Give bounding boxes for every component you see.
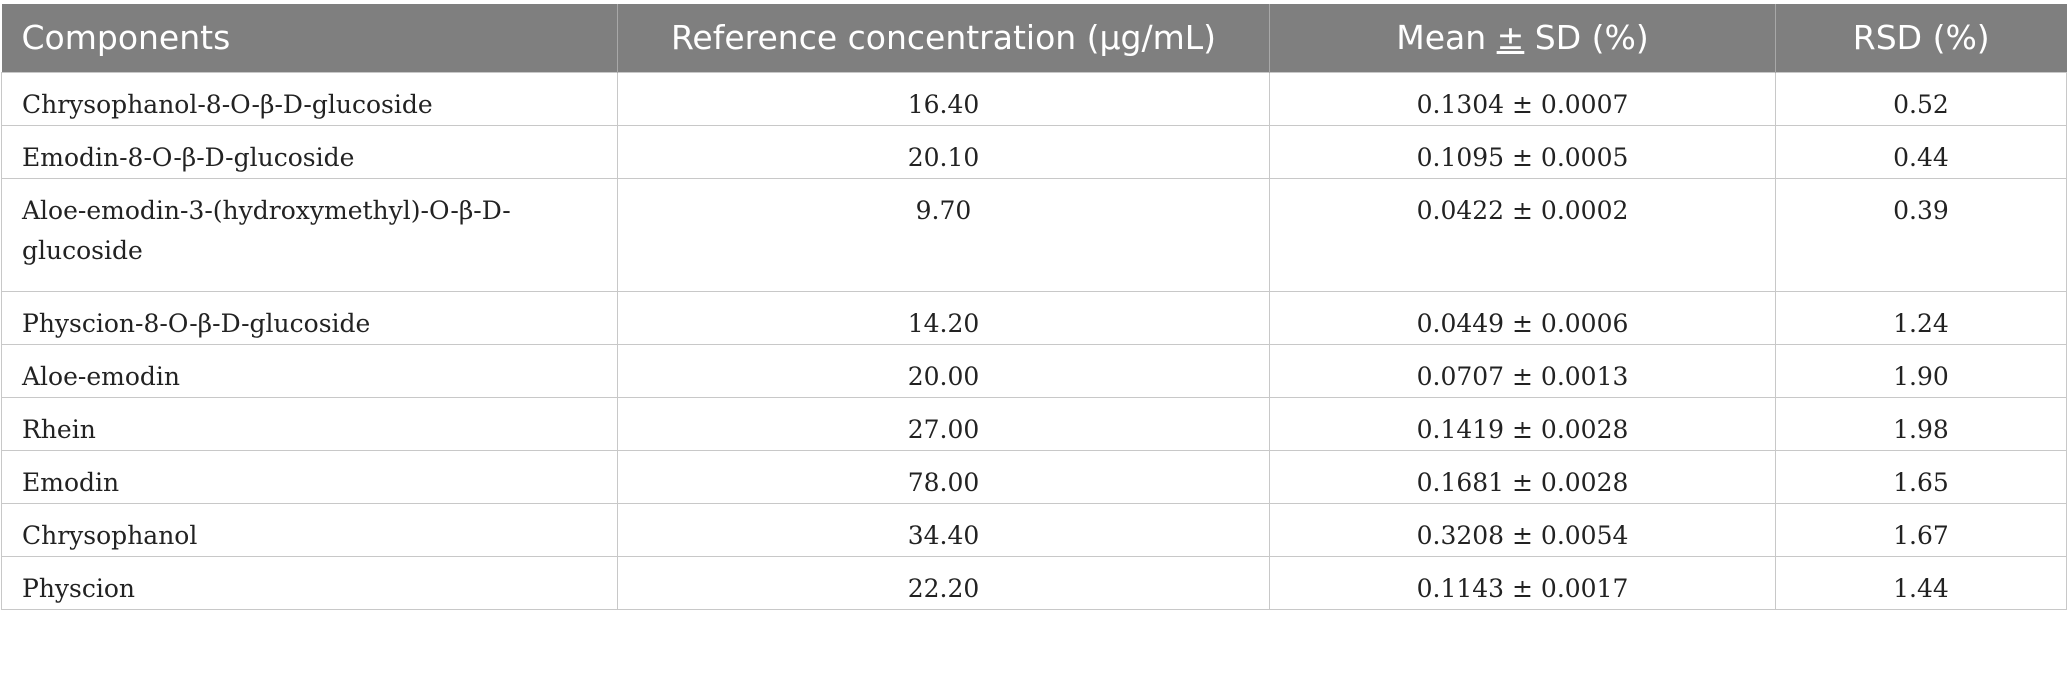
cell-reference-concentration: 34.40: [617, 502, 1270, 557]
cell-reference-concentration: 16.40: [617, 71, 1270, 126]
header-mean-sd-suffix: SD (%): [1524, 18, 1649, 58]
table-row: Physcion-8-O-β-D-glucoside 14.20 0.0449 …: [1, 290, 2067, 345]
table-row: Chrysophanol-8-O-β-D-glucoside 16.40 0.1…: [1, 71, 2067, 126]
cell-mean-sd: 0.1419 ± 0.0028: [1269, 396, 1776, 451]
table-row: Emodin 78.00 0.1681 ± 0.0028 1.65: [1, 449, 2067, 504]
cell-component: Aloe-emodin-3-(hydroxymethyl)-O-β-D-gluc…: [1, 177, 618, 292]
cell-component: Chrysophanol: [1, 502, 618, 557]
cell-rsd: 1.67: [1775, 502, 2067, 557]
cell-rsd: 0.39: [1775, 177, 2067, 292]
table-row: Chrysophanol 34.40 0.3208 ± 0.0054 1.67: [1, 502, 2067, 557]
cell-reference-concentration: 22.20: [617, 555, 1270, 610]
cell-mean-sd: 0.1681 ± 0.0028: [1269, 449, 1776, 504]
cell-mean-sd: 0.0707 ± 0.0013: [1269, 343, 1776, 398]
cell-mean-sd: 0.1095 ± 0.0005: [1269, 124, 1776, 179]
cell-rsd: 1.65: [1775, 449, 2067, 504]
header-rsd: RSD (%): [1775, 4, 2067, 72]
cell-rsd: 1.90: [1775, 343, 2067, 398]
header-mean-sd-prefix: Mean: [1396, 18, 1497, 58]
cell-component: Emodin: [1, 449, 618, 504]
cell-reference-concentration: 20.00: [617, 343, 1270, 398]
table-row: Physcion 22.20 0.1143 ± 0.0017 1.44: [1, 555, 2067, 610]
cell-component: Aloe-emodin: [1, 343, 618, 398]
cell-reference-concentration: 78.00: [617, 449, 1270, 504]
cell-mean-sd: 0.3208 ± 0.0054: [1269, 502, 1776, 557]
cell-rsd: 1.44: [1775, 555, 2067, 610]
cell-mean-sd: 0.1304 ± 0.0007: [1269, 71, 1776, 126]
header-mean-sd-symbol: ±: [1496, 18, 1525, 58]
header-reference-concentration: Reference concentration (µg/mL): [617, 4, 1270, 72]
cell-reference-concentration: 27.00: [617, 396, 1270, 451]
header-mean-sd: Mean ± SD (%): [1269, 4, 1776, 72]
table-row: Emodin-8-O-β-D-glucoside 20.10 0.1095 ± …: [1, 124, 2067, 179]
cell-rsd: 0.52: [1775, 71, 2067, 126]
cell-mean-sd: 0.1143 ± 0.0017: [1269, 555, 1776, 610]
cell-rsd: 1.98: [1775, 396, 2067, 451]
header-row: Components Reference concentration (µg/m…: [1, 4, 2067, 72]
table-row: Rhein 27.00 0.1419 ± 0.0028 1.98: [1, 396, 2067, 451]
cell-mean-sd: 0.0422 ± 0.0002: [1269, 177, 1776, 292]
header-components: Components: [21, 18, 231, 58]
table-row: Aloe-emodin 20.00 0.0707 ± 0.0013 1.90: [1, 343, 2067, 398]
cell-reference-concentration: 14.20: [617, 290, 1270, 345]
cell-component: Rhein: [1, 396, 618, 451]
table-header: Components Reference concentration (µg/m…: [1, 4, 2067, 72]
cell-component: Physcion: [1, 555, 618, 610]
results-table: Components Reference concentration (µg/m…: [1, 4, 2067, 610]
cell-mean-sd: 0.0449 ± 0.0006: [1269, 290, 1776, 345]
cell-component: Chrysophanol-8-O-β-D-glucoside: [1, 71, 618, 126]
table-row: Aloe-emodin-3-(hydroxymethyl)-O-β-D-gluc…: [1, 177, 2067, 292]
table-body: Chrysophanol-8-O-β-D-glucoside 16.40 0.1…: [1, 71, 2067, 610]
cell-reference-concentration: 9.70: [617, 177, 1270, 292]
cell-reference-concentration: 20.10: [617, 124, 1270, 179]
cell-component: Physcion-8-O-β-D-glucoside: [1, 290, 618, 345]
cell-rsd: 0.44: [1775, 124, 2067, 179]
cell-rsd: 1.24: [1775, 290, 2067, 345]
cell-component: Emodin-8-O-β-D-glucoside: [1, 124, 618, 179]
